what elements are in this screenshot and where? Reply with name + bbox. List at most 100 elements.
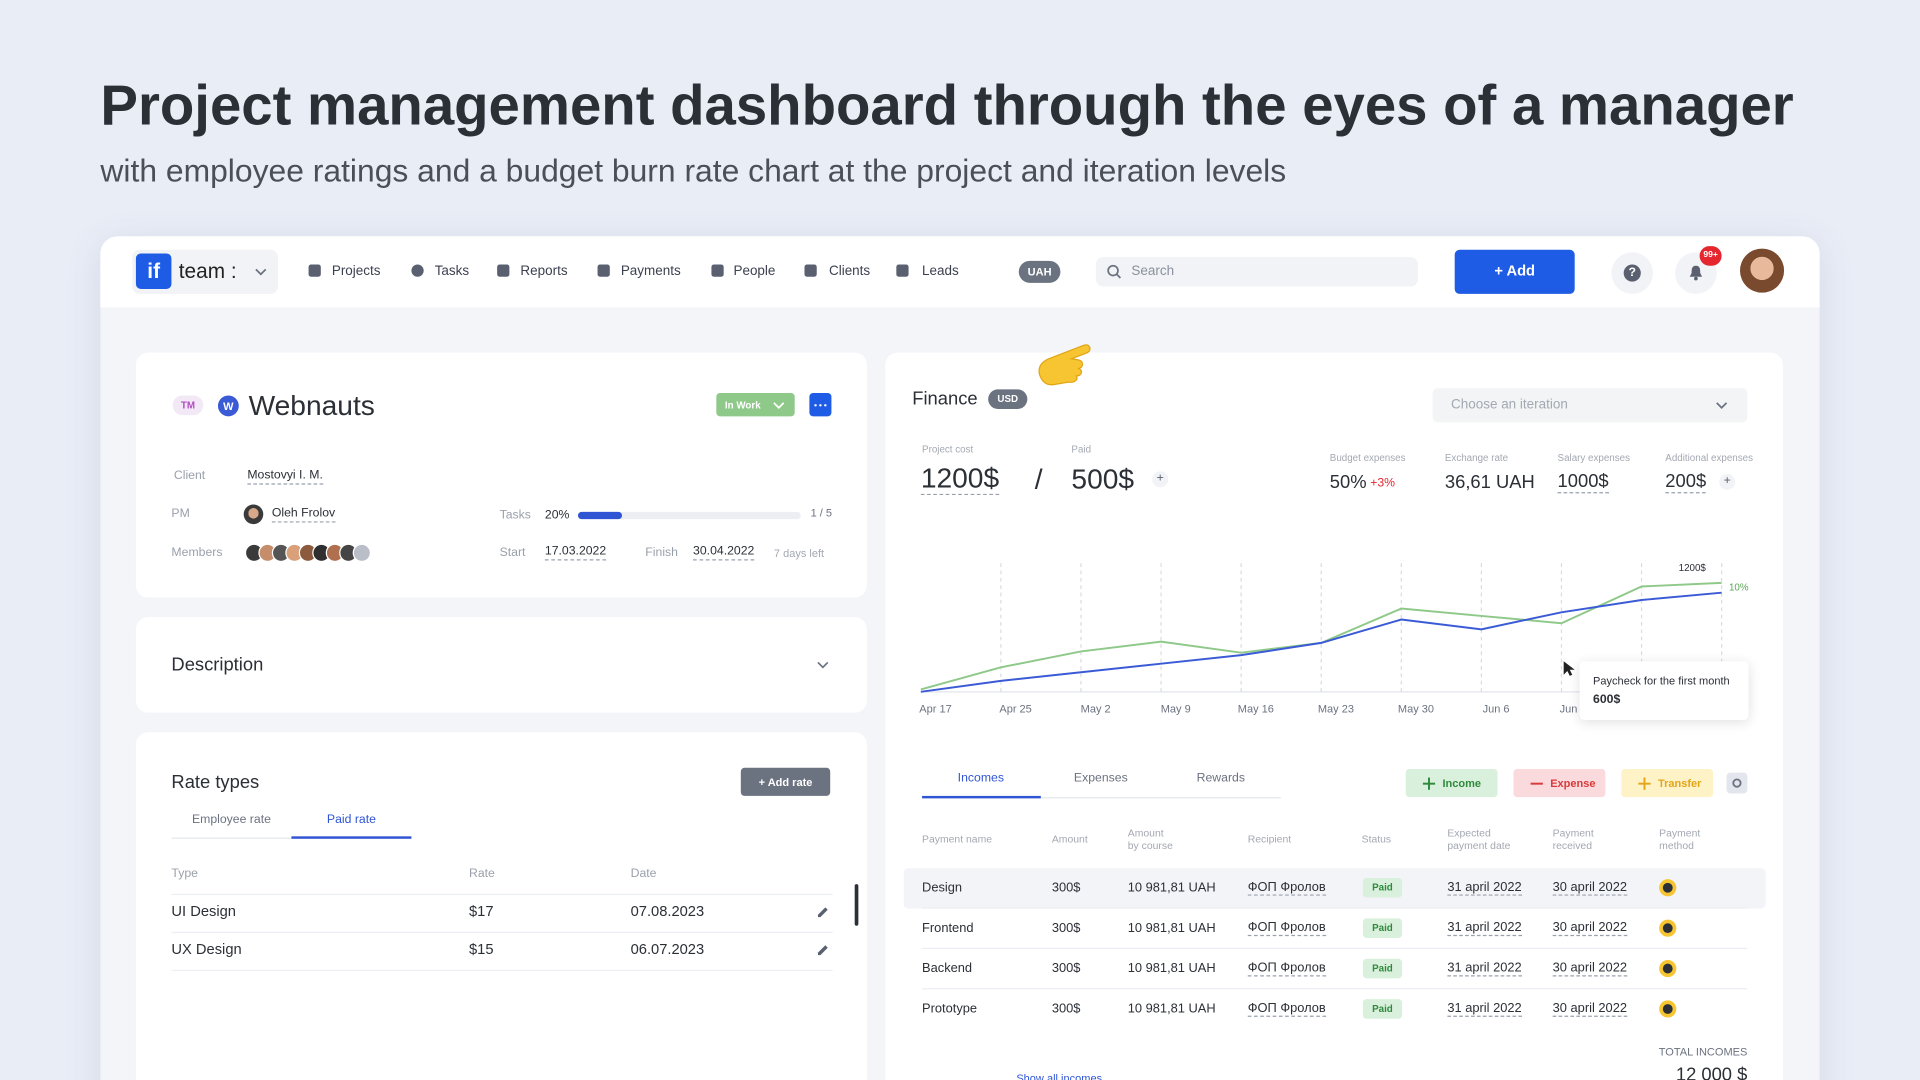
logo xyxy=(135,253,172,289)
project-card xyxy=(135,352,867,598)
bell-icon-shape xyxy=(1689,265,1703,277)
days-left: 7 days left xyxy=(773,547,825,560)
search-box[interactable] xyxy=(1095,257,1418,287)
status-pill xyxy=(1362,877,1403,898)
chevron xyxy=(255,268,267,276)
menu-icon xyxy=(597,264,610,277)
menu-icon-shape xyxy=(308,264,321,277)
stat-label: Salary expenses xyxy=(1557,452,1630,464)
stat-value: 1000$ xyxy=(1557,471,1609,494)
x-tick-label: Jun 6 xyxy=(1483,704,1510,716)
column-header: Expected payment date xyxy=(1447,826,1511,852)
edit-icon[interactable] xyxy=(817,906,829,918)
action-button[interactable] xyxy=(1621,768,1714,798)
cell: 300$ xyxy=(1051,961,1081,976)
cell: $17 xyxy=(468,902,494,920)
edit-icon[interactable] xyxy=(817,944,829,956)
cell: Design xyxy=(922,880,963,896)
cell: 31 april 2022 xyxy=(1447,920,1522,937)
project-badge xyxy=(172,395,204,416)
field-label: Members xyxy=(171,546,223,560)
action-icon xyxy=(1422,777,1436,790)
add-button[interactable] xyxy=(1454,249,1575,294)
menu-icon-shape xyxy=(411,264,424,277)
menu-item[interactable]: Reports xyxy=(520,264,568,279)
column-header: Recipient xyxy=(1247,832,1292,846)
more-dots-shape xyxy=(824,404,827,407)
stat-value: 50% xyxy=(1329,471,1367,493)
payment-method-icon-shape xyxy=(1662,882,1673,893)
action-icon xyxy=(1638,777,1651,790)
menu-item[interactable]: Leads xyxy=(922,264,959,279)
row-separator xyxy=(171,969,833,972)
action-button[interactable] xyxy=(1405,768,1498,798)
pointing-hand-shape xyxy=(1038,344,1091,386)
cell: Backend xyxy=(922,961,973,976)
badge-text: TM xyxy=(180,399,196,411)
chart-annotation: 1200$ xyxy=(1678,562,1706,574)
menu-item[interactable]: Tasks xyxy=(434,264,470,279)
pointing-hand xyxy=(1038,344,1091,386)
description-card[interactable] xyxy=(135,617,867,713)
cell: 06.07.2023 xyxy=(630,940,705,958)
show-all-link[interactable]: Show all incomes xyxy=(1016,1072,1103,1080)
stat-label: Budget expenses xyxy=(1329,452,1406,464)
row-separator xyxy=(171,931,833,934)
cell: 30 april 2022 xyxy=(1552,879,1628,896)
cell: 10 981,81 UAH xyxy=(1127,880,1216,896)
x-tick-label: May 9 xyxy=(1161,704,1191,716)
add-sign: + xyxy=(1723,474,1731,488)
cell: 31 april 2022 xyxy=(1447,1000,1522,1017)
menu-item[interactable]: Clients xyxy=(828,264,871,279)
tab-underline xyxy=(291,836,412,839)
tab[interactable]: Rewards xyxy=(1196,771,1245,786)
search-placeholder: Search xyxy=(1131,264,1175,279)
menu-item[interactable]: Payments xyxy=(620,264,681,279)
currency-pill xyxy=(988,389,1028,409)
tab[interactable]: Expenses xyxy=(1073,771,1128,786)
status-pill xyxy=(1362,918,1403,938)
project-cost: 1200$ xyxy=(920,461,1000,496)
menu-item[interactable]: Projects xyxy=(331,264,381,279)
status-text: Paid xyxy=(1372,922,1393,934)
add-expense[interactable] xyxy=(1719,473,1736,490)
tab[interactable]: Incomes xyxy=(957,771,1004,786)
cell: 10 981,81 UAH xyxy=(1127,961,1216,976)
column-header: Payment received xyxy=(1552,826,1594,852)
add-paid[interactable] xyxy=(1152,471,1169,488)
cell: ФОП Фролов xyxy=(1247,960,1326,977)
status-text: Paid xyxy=(1372,962,1393,974)
progress-fill xyxy=(577,511,623,520)
tab[interactable]: Employee rate xyxy=(191,813,271,827)
menu-item[interactable]: People xyxy=(733,264,776,279)
tasks-count: 1 / 5 xyxy=(810,506,833,519)
tabs-line xyxy=(922,797,1281,799)
tab[interactable]: Paid rate xyxy=(326,813,376,827)
cell: Frontend xyxy=(922,920,974,936)
stat-label: Additional expenses xyxy=(1665,452,1753,464)
x-tick-label: May 2 xyxy=(1081,704,1111,716)
field-label: PM xyxy=(171,507,190,521)
row-separator xyxy=(171,893,833,896)
notification-badge xyxy=(1699,246,1722,266)
status-button[interactable] xyxy=(716,393,795,417)
menu-icon-shape xyxy=(804,264,817,277)
add-rate-button[interactable] xyxy=(740,767,831,796)
cell: 30 april 2022 xyxy=(1552,960,1628,977)
stat-label: Project cost xyxy=(922,443,974,455)
column-header: Status xyxy=(1361,832,1392,846)
action-button[interactable] xyxy=(1513,768,1606,798)
user-avatar[interactable] xyxy=(1740,248,1785,293)
more-dots xyxy=(814,404,827,407)
menu-icon xyxy=(411,264,424,277)
settings-button[interactable] xyxy=(1726,772,1748,794)
row-highlight xyxy=(903,868,1766,909)
logo-text: if xyxy=(147,259,161,284)
iteration-select[interactable] xyxy=(1432,388,1748,423)
help-icon xyxy=(1623,264,1641,282)
cell: 10 981,81 UAH xyxy=(1127,1001,1216,1017)
bell-icon xyxy=(1689,265,1703,281)
payment-method-icon xyxy=(1659,1000,1677,1018)
stat-value: 36,61 UAH xyxy=(1444,471,1535,493)
